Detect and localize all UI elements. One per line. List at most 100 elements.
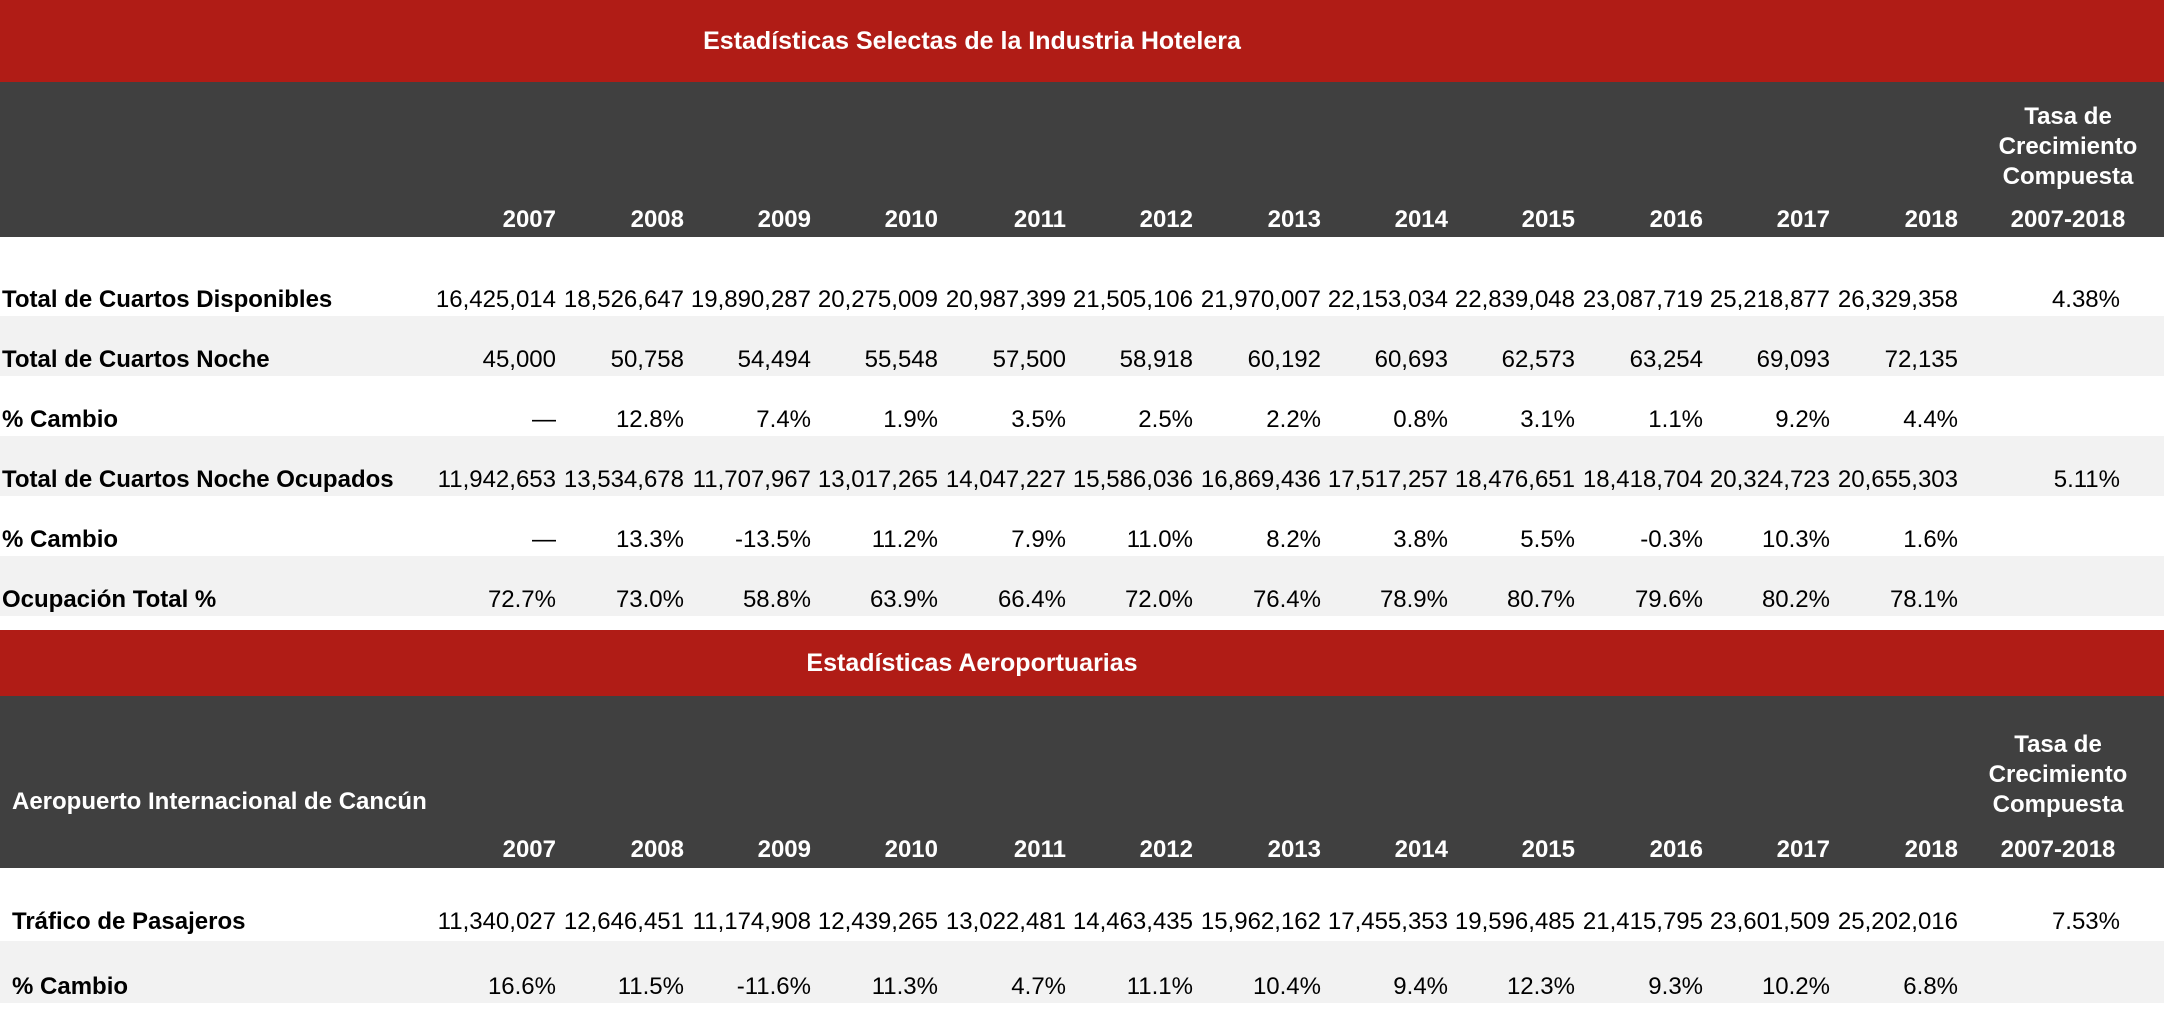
table-cell: 3.5% <box>1011 406 1066 433</box>
year-header: 2009 <box>757 836 811 863</box>
table-cell: 15,962,162 <box>1200 908 1321 935</box>
table-cell: 22,153,034 <box>1327 286 1448 313</box>
year-header: 2011 <box>1013 206 1066 233</box>
table-cell: 3.8% <box>1393 526 1448 553</box>
table-cell: 72.7% <box>487 586 556 613</box>
table-cell: 80.2% <box>1761 586 1830 613</box>
table-cell: -11.6% <box>736 973 811 1000</box>
table-cell: 13,022,481 <box>945 908 1066 935</box>
table-cell: 55,548 <box>864 346 938 373</box>
airport-cagr-period: 2007-2018 <box>2000 836 2116 863</box>
year-header: 2014 <box>1394 206 1448 233</box>
table-cell: 20,275,009 <box>817 286 938 313</box>
table-cell: 76.4% <box>1252 586 1321 613</box>
year-header: 2010 <box>884 206 938 233</box>
table-cell: 19,890,287 <box>690 286 811 313</box>
year-header: 2017 <box>1776 206 1830 233</box>
table-cell: 79.6% <box>1634 586 1703 613</box>
table-cell: 0.8% <box>1393 406 1448 433</box>
table-cell: 1.6% <box>1903 526 1958 553</box>
table-cell: 12.8% <box>615 406 684 433</box>
table-cell: 13,534,678 <box>563 466 684 493</box>
table-cell: 11,707,967 <box>692 466 811 493</box>
airport-cagr-title: Tasa de Crecimiento Compuesta <box>1958 730 2158 820</box>
table-cell: 20,987,399 <box>945 286 1066 313</box>
cagr-cell: 5.11% <box>2053 466 2120 493</box>
table-cell: 20,655,303 <box>1837 466 1958 493</box>
table-cell: 11.0% <box>1126 526 1193 553</box>
hotel-cagr-period: 2007-2018 <box>2010 206 2126 233</box>
year-header: 2018 <box>1904 206 1958 233</box>
year-header: 2013 <box>1267 836 1321 863</box>
cagr-cell: 7.53% <box>2051 908 2120 935</box>
airport-header-label: Aeropuerto Internacional de Cancún <box>12 788 427 815</box>
table-cell: 9.3% <box>1648 973 1703 1000</box>
table-cell: 22,839,048 <box>1454 286 1575 313</box>
year-header: 2009 <box>757 206 811 233</box>
table-cell: 21,970,007 <box>1200 286 1321 313</box>
table-row: % Cambio — 12.8% 7.4% 1.9% 3.5% 2.5% 2.2% 0.8% 3.… <box>0 376 2164 436</box>
year-header: 2017 <box>1776 836 1830 863</box>
table-cell: 7.4% <box>756 406 811 433</box>
table-cell: 12.3% <box>1506 973 1575 1000</box>
table-cell: 2.2% <box>1266 406 1321 433</box>
table-cell: 72.0% <box>1124 586 1193 613</box>
table-cell: 25,218,877 <box>1709 286 1830 313</box>
table-cell: 21,505,106 <box>1072 286 1193 313</box>
year-header: 2007 <box>502 836 556 863</box>
year-header: 2013 <box>1267 206 1321 233</box>
year-header: 2008 <box>630 206 684 233</box>
table-cell: 80.7% <box>1506 586 1575 613</box>
table-cell: 10.4% <box>1252 973 1321 1000</box>
table-cell: 63,254 <box>1629 346 1703 373</box>
table-cell: 50,758 <box>610 346 684 373</box>
table-cell: 13.3% <box>615 526 684 553</box>
table-row: Total de Cuartos Disponibles 16,425,014 18… <box>0 256 2164 316</box>
table-cell: 13,017,265 <box>817 466 938 493</box>
airport-section-title: Estadísticas Aeroportuarias <box>806 648 1138 677</box>
row-label: Tráfico de Pasajeros <box>12 908 246 935</box>
table-cell: 15,586,036 <box>1072 466 1193 493</box>
year-header: 2016 <box>1649 836 1703 863</box>
row-label: Ocupación Total % <box>2 586 217 613</box>
table-cell: 57,500 <box>992 346 1066 373</box>
table-cell: 12,439,265 <box>817 908 938 935</box>
table-cell: 69,093 <box>1756 346 1830 373</box>
table-cell: 11.2% <box>871 526 938 553</box>
table-cell: 17,517,257 <box>1327 466 1448 493</box>
table-cell: 73.0% <box>615 586 684 613</box>
table-cell: 25,202,016 <box>1837 908 1958 935</box>
table-cell: 58.8% <box>742 586 811 613</box>
cagr-cell: 4.38% <box>2051 286 2120 313</box>
table-cell: 16,425,014 <box>435 286 556 313</box>
hotel-cagr-title-line: Tasa de <box>2024 103 2112 130</box>
table-cell: 1.9% <box>883 406 938 433</box>
year-header: 2014 <box>1394 836 1448 863</box>
table-cell: 63.9% <box>869 586 938 613</box>
table-row: % Cambio 16.6% 11.5% -11.6% 11.3% 4.7% 11.1% 10… <box>0 941 2164 1003</box>
airport-cagr-title-line: Crecimiento <box>1988 761 2128 788</box>
hotel-cagr-title-line: Crecimiento <box>1998 133 2138 160</box>
row-label: Total de Cuartos Noche <box>2 346 270 373</box>
table-cell: 23,601,509 <box>1709 908 1830 935</box>
row-label: Total de Cuartos Noche Ocupados <box>2 466 394 493</box>
table-row: Total de Cuartos Noche 45,000 50,758 54,494… <box>0 316 2164 376</box>
table-cell: 10.3% <box>1761 526 1830 553</box>
table-cell: 78.1% <box>1889 586 1958 613</box>
year-header: 2010 <box>884 836 938 863</box>
table-cell: 72,135 <box>1884 346 1958 373</box>
table-cell: — <box>532 406 556 433</box>
table-cell: 10.2% <box>1761 973 1830 1000</box>
row-label: Total de Cuartos Disponibles <box>2 286 333 313</box>
table-cell: 7.9% <box>1011 526 1066 553</box>
table-cell: 1.1% <box>1648 406 1703 433</box>
table-cell: 11.3% <box>871 973 938 1000</box>
table-cell: 9.2% <box>1775 406 1830 433</box>
year-header: 2018 <box>1904 836 1958 863</box>
table-cell: 5.5% <box>1520 526 1575 553</box>
airport-table-header: Aeropuerto Internacional de Cancún Tasa … <box>0 696 2164 868</box>
table-cell: — <box>532 526 556 553</box>
table-cell: 18,526,647 <box>563 286 684 313</box>
hotel-cagr-title: Tasa de Crecimiento Compuesta <box>1968 102 2164 192</box>
table-cell: 16.6% <box>487 973 556 1000</box>
